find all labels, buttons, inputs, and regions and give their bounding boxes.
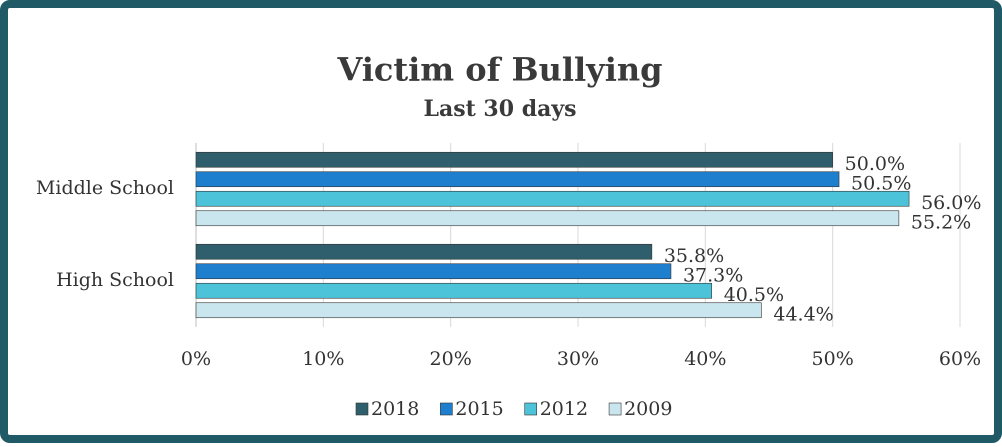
legend-swatch	[608, 402, 622, 416]
legend-label: 2018	[371, 398, 419, 420]
legend-swatch	[440, 402, 453, 416]
legend-swatch	[355, 402, 369, 416]
x-tick-label: 10%	[302, 348, 344, 370]
bar	[195, 263, 672, 280]
chart-title: Victim of Bullying	[336, 51, 662, 89]
x-tick-label: 30%	[557, 348, 599, 370]
legend-swatch	[524, 402, 538, 416]
bar	[195, 210, 900, 227]
y-tick-label: Middle School	[36, 177, 174, 199]
bar	[195, 243, 653, 260]
value-label: 44.4%	[773, 303, 833, 325]
bar	[195, 282, 713, 299]
x-tick-label: 40%	[684, 348, 726, 370]
chart-subtitle: Last 30 days	[423, 96, 576, 122]
value-label: 40.5%	[724, 284, 784, 306]
value-label: 50.5%	[851, 172, 911, 194]
value-label: 55.2%	[911, 211, 971, 233]
bar	[195, 302, 762, 319]
y-tick-label: High School	[56, 269, 174, 291]
x-tick-label: 20%	[430, 348, 472, 370]
x-tick-label: 60%	[939, 348, 981, 370]
value-label: 35.8%	[664, 245, 724, 267]
legend-label: 2009	[624, 398, 672, 420]
value-label: 37.3%	[683, 264, 743, 286]
legend-label: 2015	[455, 398, 503, 420]
value-label: 56.0%	[921, 192, 981, 214]
x-tick-label: 0%	[181, 348, 211, 370]
value-label: 50.0%	[845, 153, 905, 175]
bar	[195, 151, 833, 168]
bar	[195, 171, 840, 188]
x-tick-label: 50%	[812, 348, 854, 370]
legend-label: 2012	[540, 398, 588, 420]
bar	[195, 190, 910, 207]
